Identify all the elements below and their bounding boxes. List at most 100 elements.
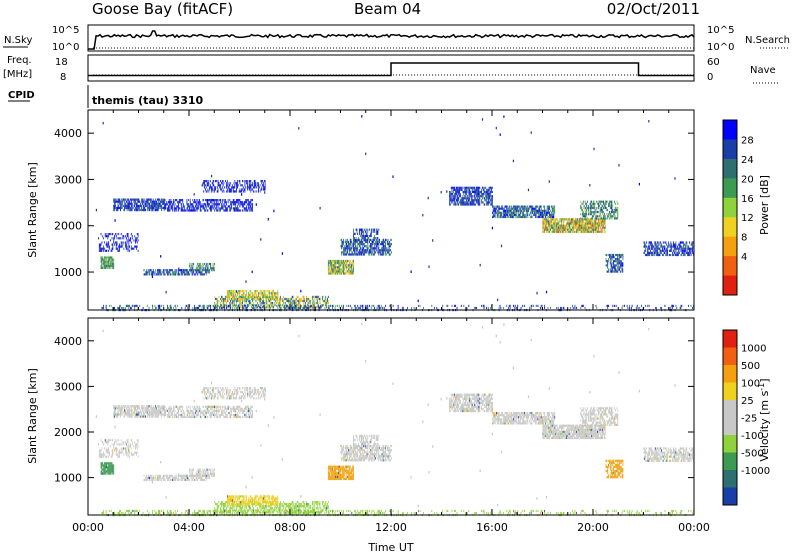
power-cell xyxy=(591,227,592,229)
power-cell xyxy=(110,259,111,261)
power-cell xyxy=(167,203,168,205)
power-cell xyxy=(250,294,251,296)
power-cell xyxy=(115,203,116,205)
power-cell xyxy=(455,197,456,199)
power-cell xyxy=(494,210,495,212)
power-cell xyxy=(263,294,264,296)
power-cell xyxy=(613,271,614,273)
power-cell xyxy=(194,199,195,201)
power-cell xyxy=(188,271,189,273)
power-cell xyxy=(249,180,250,182)
power-cell xyxy=(190,201,191,203)
power-cell xyxy=(658,246,659,248)
power-cell xyxy=(187,271,188,273)
power-cell xyxy=(670,250,671,252)
power-cell xyxy=(367,235,368,237)
power-cell xyxy=(686,252,687,254)
power-cell xyxy=(573,225,574,227)
power-cell xyxy=(673,254,674,256)
power-cell xyxy=(139,199,140,201)
power-cell xyxy=(339,260,340,262)
power-cell xyxy=(547,229,548,231)
power-cell xyxy=(647,252,648,254)
power-cell xyxy=(616,209,617,211)
power-cell xyxy=(122,237,123,239)
power-cell xyxy=(470,195,471,197)
power-cell xyxy=(611,264,612,266)
power-cell xyxy=(506,214,507,216)
power-cell xyxy=(548,227,549,229)
power-cell xyxy=(174,209,175,211)
power-cell xyxy=(566,225,567,227)
power-cell xyxy=(495,208,496,210)
power-cell xyxy=(507,208,508,210)
power-cell xyxy=(569,225,570,227)
power-cell xyxy=(557,227,558,229)
power-cell xyxy=(682,248,683,250)
power-cell xyxy=(130,203,131,205)
power-cell xyxy=(552,218,553,220)
power-cell xyxy=(486,201,487,203)
power-cell xyxy=(341,247,342,249)
power-cell xyxy=(356,253,357,255)
power-cell xyxy=(663,246,664,248)
power-cell xyxy=(305,302,306,304)
power-cell xyxy=(221,298,222,300)
power-cell xyxy=(207,267,208,269)
power-cell xyxy=(652,244,653,246)
power-cell xyxy=(248,199,249,201)
power-cell xyxy=(532,216,533,218)
power-cell xyxy=(283,302,284,304)
power-cell xyxy=(218,207,219,209)
power-cell xyxy=(558,222,559,224)
power-cell xyxy=(337,270,338,272)
power-cell xyxy=(234,186,235,188)
power-cell xyxy=(613,256,614,258)
power-cell xyxy=(203,305,204,307)
power-cell xyxy=(562,218,563,220)
power-cell xyxy=(680,246,681,248)
power-cell xyxy=(232,290,233,292)
power-cell xyxy=(500,212,501,214)
power-cell xyxy=(230,188,231,190)
power-cell xyxy=(461,199,462,201)
power-cell xyxy=(127,305,128,307)
power-cell xyxy=(351,247,352,249)
power-cell xyxy=(190,209,191,211)
power-cell xyxy=(331,260,332,262)
power-cell xyxy=(246,201,247,203)
power-cell xyxy=(247,180,248,182)
power-cell xyxy=(203,180,204,182)
power-cell xyxy=(679,246,680,248)
power-cell xyxy=(294,302,295,304)
power-cell xyxy=(621,260,622,262)
power-cell xyxy=(362,237,363,239)
power-cell xyxy=(157,203,158,205)
power-cell xyxy=(204,182,205,184)
power-cell xyxy=(378,305,379,307)
power-cell xyxy=(475,193,476,195)
power-cell xyxy=(220,180,221,182)
power-cell xyxy=(245,180,246,182)
power-cell xyxy=(199,269,200,271)
power-cell xyxy=(344,264,345,266)
power-cell xyxy=(181,207,182,209)
power-cell xyxy=(530,212,531,214)
power-cell xyxy=(228,305,229,307)
power-cell xyxy=(553,208,554,210)
power-cell xyxy=(512,212,513,214)
power-cell xyxy=(373,247,374,249)
power-cell xyxy=(244,296,245,298)
power-cell xyxy=(215,307,216,309)
power-cell xyxy=(504,214,505,216)
power-cell xyxy=(389,249,390,251)
power-cell xyxy=(559,227,560,229)
power-cell xyxy=(243,186,244,188)
power-cell xyxy=(277,302,278,304)
power-cell xyxy=(139,205,140,207)
power-cell xyxy=(231,294,232,296)
power-cell xyxy=(463,191,464,193)
power-cell xyxy=(385,243,386,245)
power-cell xyxy=(121,244,122,246)
power-cell xyxy=(102,235,103,237)
